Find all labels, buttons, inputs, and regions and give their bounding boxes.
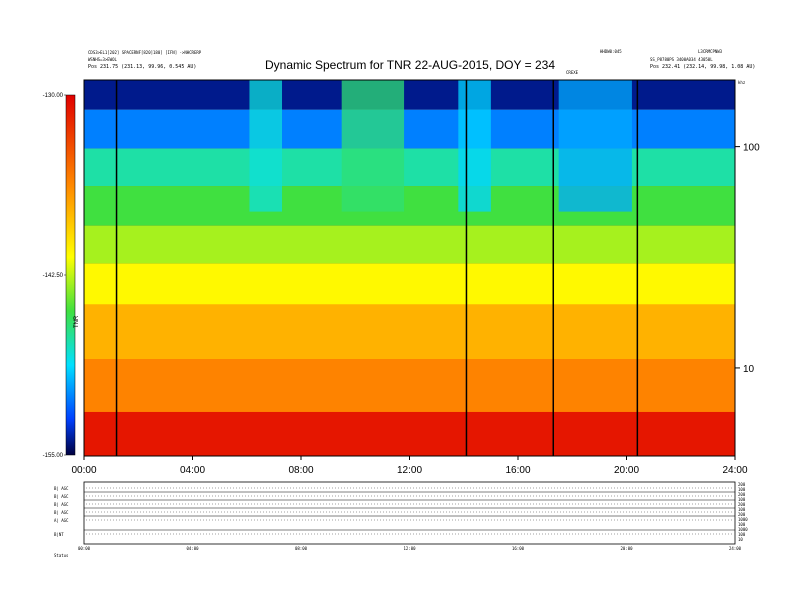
background-band	[84, 263, 735, 305]
panel-right-value: 1000	[738, 527, 748, 532]
background-band	[84, 225, 735, 264]
panel-right-value: 10	[738, 537, 743, 542]
panel-right-value: 100	[738, 507, 746, 512]
vertical-lines	[115, 80, 639, 456]
colorbar-label: TNR	[74, 315, 80, 328]
x-tick-label: 00:00	[71, 465, 96, 476]
background-band	[84, 411, 735, 456]
panel-x-tick-label: 00:00	[78, 546, 91, 551]
background-band	[84, 359, 735, 412]
y-tick-label: 100	[743, 143, 760, 154]
panel-frame	[83, 481, 736, 545]
panel-label: B| AGC	[54, 510, 69, 515]
panel-right-value: 200	[738, 482, 746, 487]
panel-right-value: 100	[738, 497, 746, 502]
radio-bursts	[249, 80, 632, 212]
x-tick-label: 08:00	[288, 465, 313, 476]
panel-x-tick-label: 08:00	[295, 546, 308, 551]
x-tick-label: 24:00	[722, 465, 747, 476]
background-band	[84, 304, 735, 360]
panel-label: B| AGC	[54, 502, 69, 507]
header-left-line-3: Pos 231.75 (231.13, 99.96, 0.545 AU)	[88, 64, 196, 70]
panel-right-value: 200	[738, 512, 746, 517]
header-left-line-1: CDS3>EL1[202] SPACERNF[820]180] [IFN] ->…	[88, 50, 202, 55]
panel-x-tick-label: 24:00	[729, 546, 742, 551]
x-tick-label: 20:00	[614, 465, 639, 476]
radio-burst	[249, 80, 283, 212]
colorbar-tick-label: -130.00	[43, 93, 64, 99]
colorbar-tick-label: -142.50	[43, 273, 64, 279]
header-right-line-4: Pos 232.41 (232.14, 99.98, 1.08 AU)	[650, 64, 755, 70]
y-tick-label: 10	[743, 364, 755, 375]
panel-x-tick-label: 20:00	[620, 546, 633, 551]
y-axis-right: 100 10	[735, 143, 760, 375]
panel-x-tick-label: 12:00	[403, 546, 416, 551]
chart-title: Dynamic Spectrum for TNR 22-AUG-2015, DO…	[265, 58, 555, 72]
spectrogram	[84, 80, 735, 456]
colorbar	[65, 94, 76, 456]
panel-right-value: 100	[738, 532, 746, 537]
header-right-line-3: SS_P8780PS 3400A034 43050L	[650, 57, 713, 62]
panel-right-value: 200	[738, 502, 746, 507]
header-right: HHDW0:045 L3CRMCPNW3 SS_P8780PS 3400A034…	[600, 49, 755, 70]
header-left: CDS3>EL1[202] SPACERNF[820]180] [IFN] ->…	[88, 50, 202, 70]
panel-right-value: 1000	[738, 517, 748, 522]
panel-label: B| AGC	[54, 494, 69, 499]
header-left-line-2: WSNHS=3>EWOL	[88, 57, 117, 62]
x-tick-label: 16:00	[505, 465, 530, 476]
marker-label: CREXE	[566, 70, 579, 75]
corner-label: khz	[738, 80, 746, 85]
x-tick-label: 04:00	[180, 465, 205, 476]
footer-label: Status	[54, 553, 69, 558]
panel-right-value: 100	[738, 522, 746, 527]
x-tick-label: 12:00	[397, 465, 422, 476]
x-axis: 00:00 04:00 08:00 12:00 16:00 20:00 24:00	[71, 456, 748, 476]
panel-x-tick-label: 16:00	[512, 546, 525, 551]
panel-label: B| AGC	[54, 486, 69, 491]
panel-right-value: 100	[738, 487, 746, 492]
header-right-line-1: HHDW0:045	[600, 49, 622, 54]
radio-burst	[341, 80, 405, 212]
radio-burst	[558, 80, 632, 212]
colorbar-ticks: -130.00 -142.50 -155.00	[43, 93, 66, 459]
header-right-line-2: L3CRMCPNW3	[698, 49, 723, 54]
panel-label: A| AGC	[54, 518, 69, 523]
panel-right-value: 200	[738, 492, 746, 497]
panel-label: B|NT	[54, 532, 64, 537]
panel-x-tick-label: 04:00	[186, 546, 199, 551]
radio-burst	[458, 80, 491, 212]
colorbar-tick-label: -155.00	[43, 453, 64, 459]
